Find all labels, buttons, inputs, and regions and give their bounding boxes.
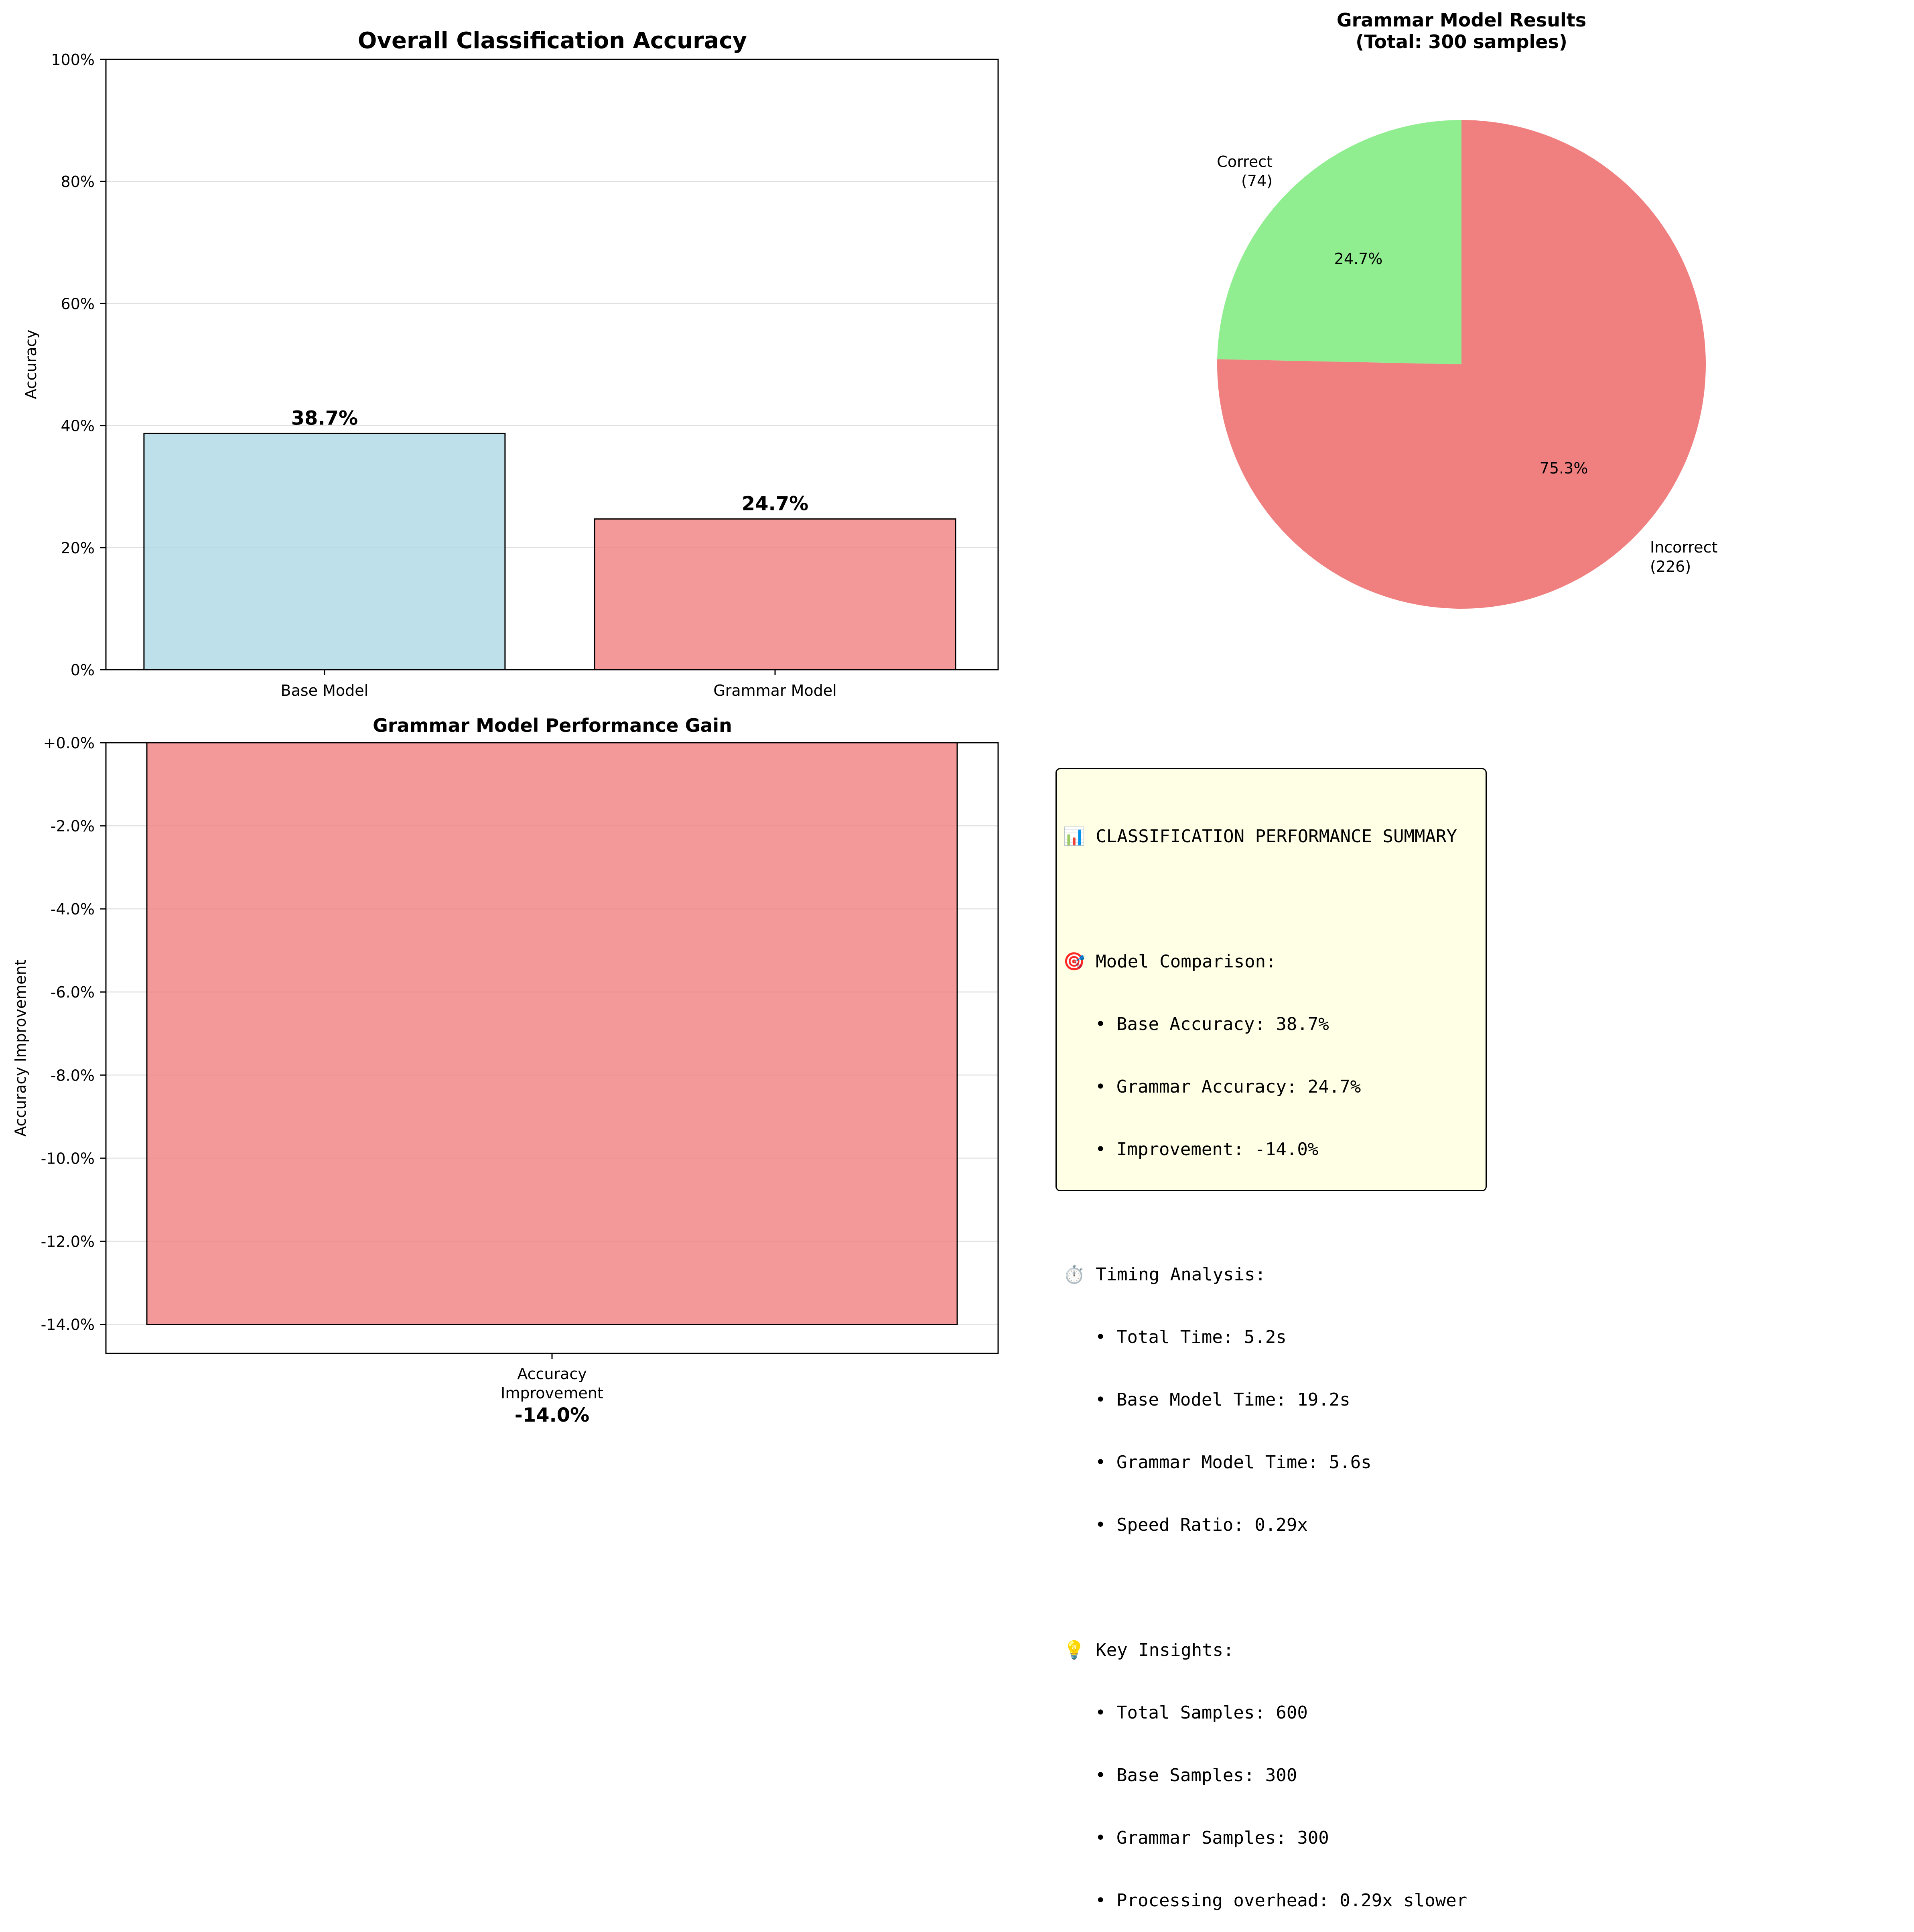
summary-item: • Improvement: -14.0% (1095, 1139, 1319, 1160)
bar-accuracy-improvement (146, 742, 958, 1325)
summary-item: • Grammar Accuracy: 24.7% (1095, 1077, 1361, 1097)
summary-item: • Grammar Samples: 300 (1095, 1828, 1329, 1848)
summary-spacer (1063, 1202, 1486, 1223)
y-tick-label: 0% (71, 661, 95, 679)
summary-spacer (1063, 889, 1486, 910)
summary-heading-model-comparison: 🎯 Model Comparison: (1063, 951, 1277, 972)
chart-title: Grammar Model Performance Gain (373, 715, 732, 736)
y-tick-label: 20% (61, 539, 95, 557)
y-tick-label: -4.0% (51, 900, 95, 918)
pie-label: Correct (1217, 153, 1273, 171)
summary-item: • Base Accuracy: 38.7% (1095, 1014, 1329, 1034)
summary-item: • Processing overhead: 0.29x slower (1095, 1890, 1467, 1911)
summary-heading-key-insights: 💡 Key Insights: (1063, 1640, 1234, 1660)
y-tick-label: -12.0% (41, 1233, 95, 1250)
pie-label: Incorrect (1650, 538, 1717, 556)
summary-heading-timing-analysis: ⏱️ Timing Analysis: (1063, 1264, 1266, 1285)
summary-item: • Base Samples: 300 (1095, 1765, 1297, 1786)
pie-slice-incorrect (1217, 120, 1706, 609)
y-tick-label: -14.0% (41, 1316, 95, 1334)
summary-item: • Total Time: 5.2s (1095, 1327, 1287, 1347)
summary-title: 📊 CLASSIFICATION PERFORMANCE SUMMARY (1063, 826, 1457, 847)
x-tick-label: Grammar Model (713, 682, 836, 699)
summary-item: • Grammar Model Time: 5.6s (1095, 1452, 1372, 1473)
pie-percent-label: 75.3% (1540, 459, 1588, 477)
summary-box: 📊 CLASSIFICATION PERFORMANCE SUMMARY 🎯 M… (1055, 768, 1487, 1911)
x-tick-label: Accuracy (517, 1365, 587, 1383)
y-tick-label: -6.0% (51, 983, 95, 1001)
chart-title: Overall Classification Accuracy (358, 28, 747, 54)
axes-frame (105, 59, 999, 670)
y-tick-label: 40% (61, 417, 95, 435)
y-tick-label: 100% (51, 51, 95, 69)
bar-value-label: -14.0% (515, 1404, 589, 1426)
y-tick-label: -8.0% (51, 1067, 95, 1084)
chart-title: Grammar Model Results (1337, 9, 1586, 31)
chart-subtitle: (Total: 300 samples) (1356, 31, 1567, 53)
pie-label: (74) (1241, 172, 1273, 190)
bar-base-model (143, 433, 506, 670)
y-tick-label: +0.0% (43, 734, 95, 752)
pie-label: (226) (1650, 558, 1691, 575)
y-tick-label: 80% (61, 173, 95, 191)
x-tick-label: Improvement (501, 1384, 603, 1402)
summary-item: • Base Model Time: 19.2s (1095, 1390, 1350, 1410)
summary-item: • Speed Ratio: 0.29x (1095, 1515, 1308, 1535)
y-tick-label: -10.0% (41, 1150, 95, 1167)
y-axis-label: Accuracy Improvement (12, 959, 29, 1136)
pie-percent-label: 24.7% (1334, 250, 1383, 268)
y-axis-label: Accuracy (22, 329, 40, 399)
x-tick-label: Base Model (281, 682, 369, 699)
bar-value-label: 38.7% (291, 407, 358, 429)
pie-slice-correct (1217, 120, 1461, 364)
y-tick-label: 60% (61, 295, 95, 313)
summary-item: • Total Samples: 600 (1095, 1702, 1308, 1723)
figure-canvas: 38.7% Base Model 24.7% Grammar Model 0% 20% 40… (12, 9, 1717, 1426)
bar-grammar-model (594, 518, 956, 670)
bar-value-label: 24.7% (742, 492, 809, 515)
y-tick-label: -2.0% (51, 817, 95, 835)
summary-spacer (1063, 1577, 1486, 1598)
